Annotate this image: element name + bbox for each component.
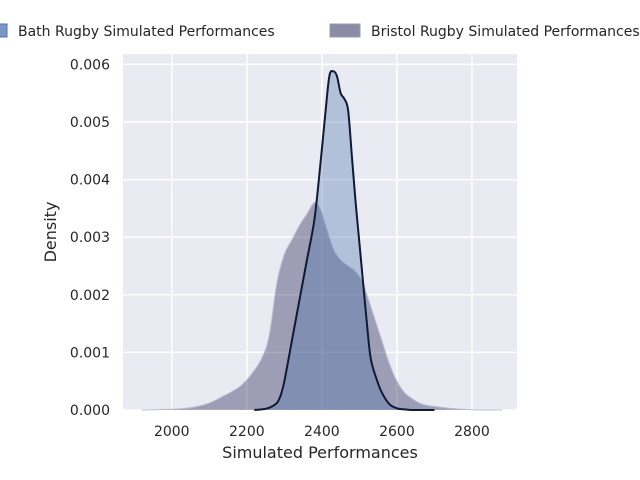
y-tick-label: 0.003: [70, 230, 110, 246]
y-tick-label: 0.001: [70, 345, 110, 361]
grid-lines: [123, 54, 517, 411]
legend-swatch-bristol: [329, 23, 361, 38]
bath-density-area: [254, 71, 435, 410]
bristol-density-area: [141, 202, 502, 410]
x-tick-label: 2200: [229, 424, 265, 440]
bath-density-line: [254, 70, 435, 411]
bristol-density-line: [141, 201, 502, 411]
legend-label-bristol: Bristol Rugby Simulated Performances: [371, 24, 640, 40]
y-tick-label: 0.005: [70, 115, 110, 131]
density-areas: [141, 71, 502, 411]
density-lines: [254, 70, 435, 411]
y-tick-label: 0.004: [70, 173, 110, 189]
y-tick-label: 0.006: [70, 57, 110, 73]
x-tick-label: 2400: [304, 424, 340, 440]
plot-background: [123, 54, 517, 410]
x-tick-label: 2800: [454, 424, 490, 440]
legend-swatch-bath: [0, 23, 8, 38]
x-axis-label: Simulated Performances: [222, 443, 418, 462]
x-axis-ticks: 2000 2200 2400 2600 2800: [154, 424, 490, 440]
y-axis-ticks: 0.000 0.001 0.002 0.003 0.004 0.005 0.006: [70, 57, 110, 419]
legend: Bath Rugby Simulated Performances Bristo…: [0, 23, 640, 40]
y-axis-label: Density: [41, 202, 60, 263]
x-tick-label: 2600: [379, 424, 415, 440]
y-tick-label: 0.000: [70, 403, 110, 419]
x-tick-label: 2000: [154, 424, 190, 440]
y-tick-label: 0.002: [70, 288, 110, 304]
legend-label-bath: Bath Rugby Simulated Performances: [18, 24, 275, 40]
